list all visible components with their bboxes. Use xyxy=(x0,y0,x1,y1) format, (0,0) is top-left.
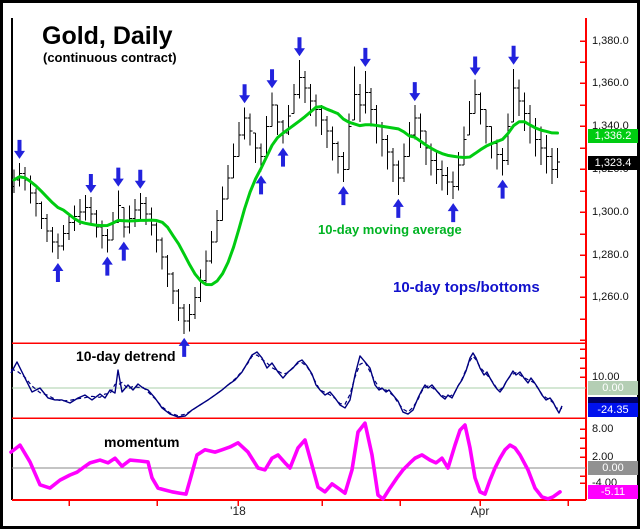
up-arrow-icon xyxy=(277,147,289,167)
up-arrow-icon xyxy=(392,198,404,218)
down-arrow-icon xyxy=(409,82,421,102)
up-arrow-icon xyxy=(337,186,349,206)
y-axis-tick-label: 1,280.0 xyxy=(592,249,629,261)
up-arrow-icon xyxy=(178,337,190,357)
up-arrow-icon xyxy=(255,175,267,195)
up-arrow-icon xyxy=(101,256,113,276)
down-arrow-icon xyxy=(359,47,371,67)
y-axis-tick-label: 1,300.0 xyxy=(592,206,629,218)
chart-subtitle: (continuous contract) xyxy=(43,50,177,65)
last-price-badge: 1,323.4 xyxy=(588,156,638,170)
moving-average-legend: 10-day moving average xyxy=(318,222,462,237)
up-arrow-icon xyxy=(52,263,64,283)
y-axis-tick-label: 1,380.0 xyxy=(592,35,629,47)
down-arrow-icon xyxy=(293,37,305,57)
up-arrow-icon xyxy=(118,241,130,261)
chart-title: Gold, Daily xyxy=(42,22,173,50)
down-arrow-icon xyxy=(266,69,278,89)
momentum-panel-label: momentum xyxy=(104,434,180,450)
down-arrow-icon xyxy=(469,56,481,76)
detrend-zero-badge: 0.00 xyxy=(588,381,638,395)
down-arrow-icon xyxy=(112,167,124,187)
down-arrow-icon xyxy=(134,169,146,189)
momentum-value-badge: -5.11 xyxy=(588,485,638,499)
y-axis-tick-label: 1,260.0 xyxy=(592,291,629,303)
up-arrow-icon xyxy=(447,203,459,223)
y-axis-tick-label: 2.00 xyxy=(592,451,614,463)
detrend-panel-label: 10-day detrend xyxy=(76,348,176,364)
up-arrow-icon xyxy=(497,179,509,199)
x-axis-tick-label: Apr xyxy=(470,504,490,518)
down-arrow-icon xyxy=(508,45,520,65)
y-axis-tick-label: 1,360.0 xyxy=(592,77,629,89)
detrend-value-badge: -24.35 xyxy=(588,403,638,417)
detrend-value-badge-strip xyxy=(588,397,638,404)
ma-value-badge: 1,336.2 xyxy=(588,129,638,143)
y-axis-tick-label: 8.00 xyxy=(592,423,614,435)
momentum-zero-badge: 0.00 xyxy=(588,461,638,475)
down-arrow-icon xyxy=(13,139,25,159)
y-axis-tick-label: 10.00 xyxy=(592,371,620,383)
down-arrow-icon xyxy=(85,174,97,194)
x-axis-tick-label: '18 xyxy=(230,504,246,518)
down-arrow-icon xyxy=(239,84,251,104)
tops-bottoms-legend: 10-day tops/bottoms xyxy=(393,279,540,296)
